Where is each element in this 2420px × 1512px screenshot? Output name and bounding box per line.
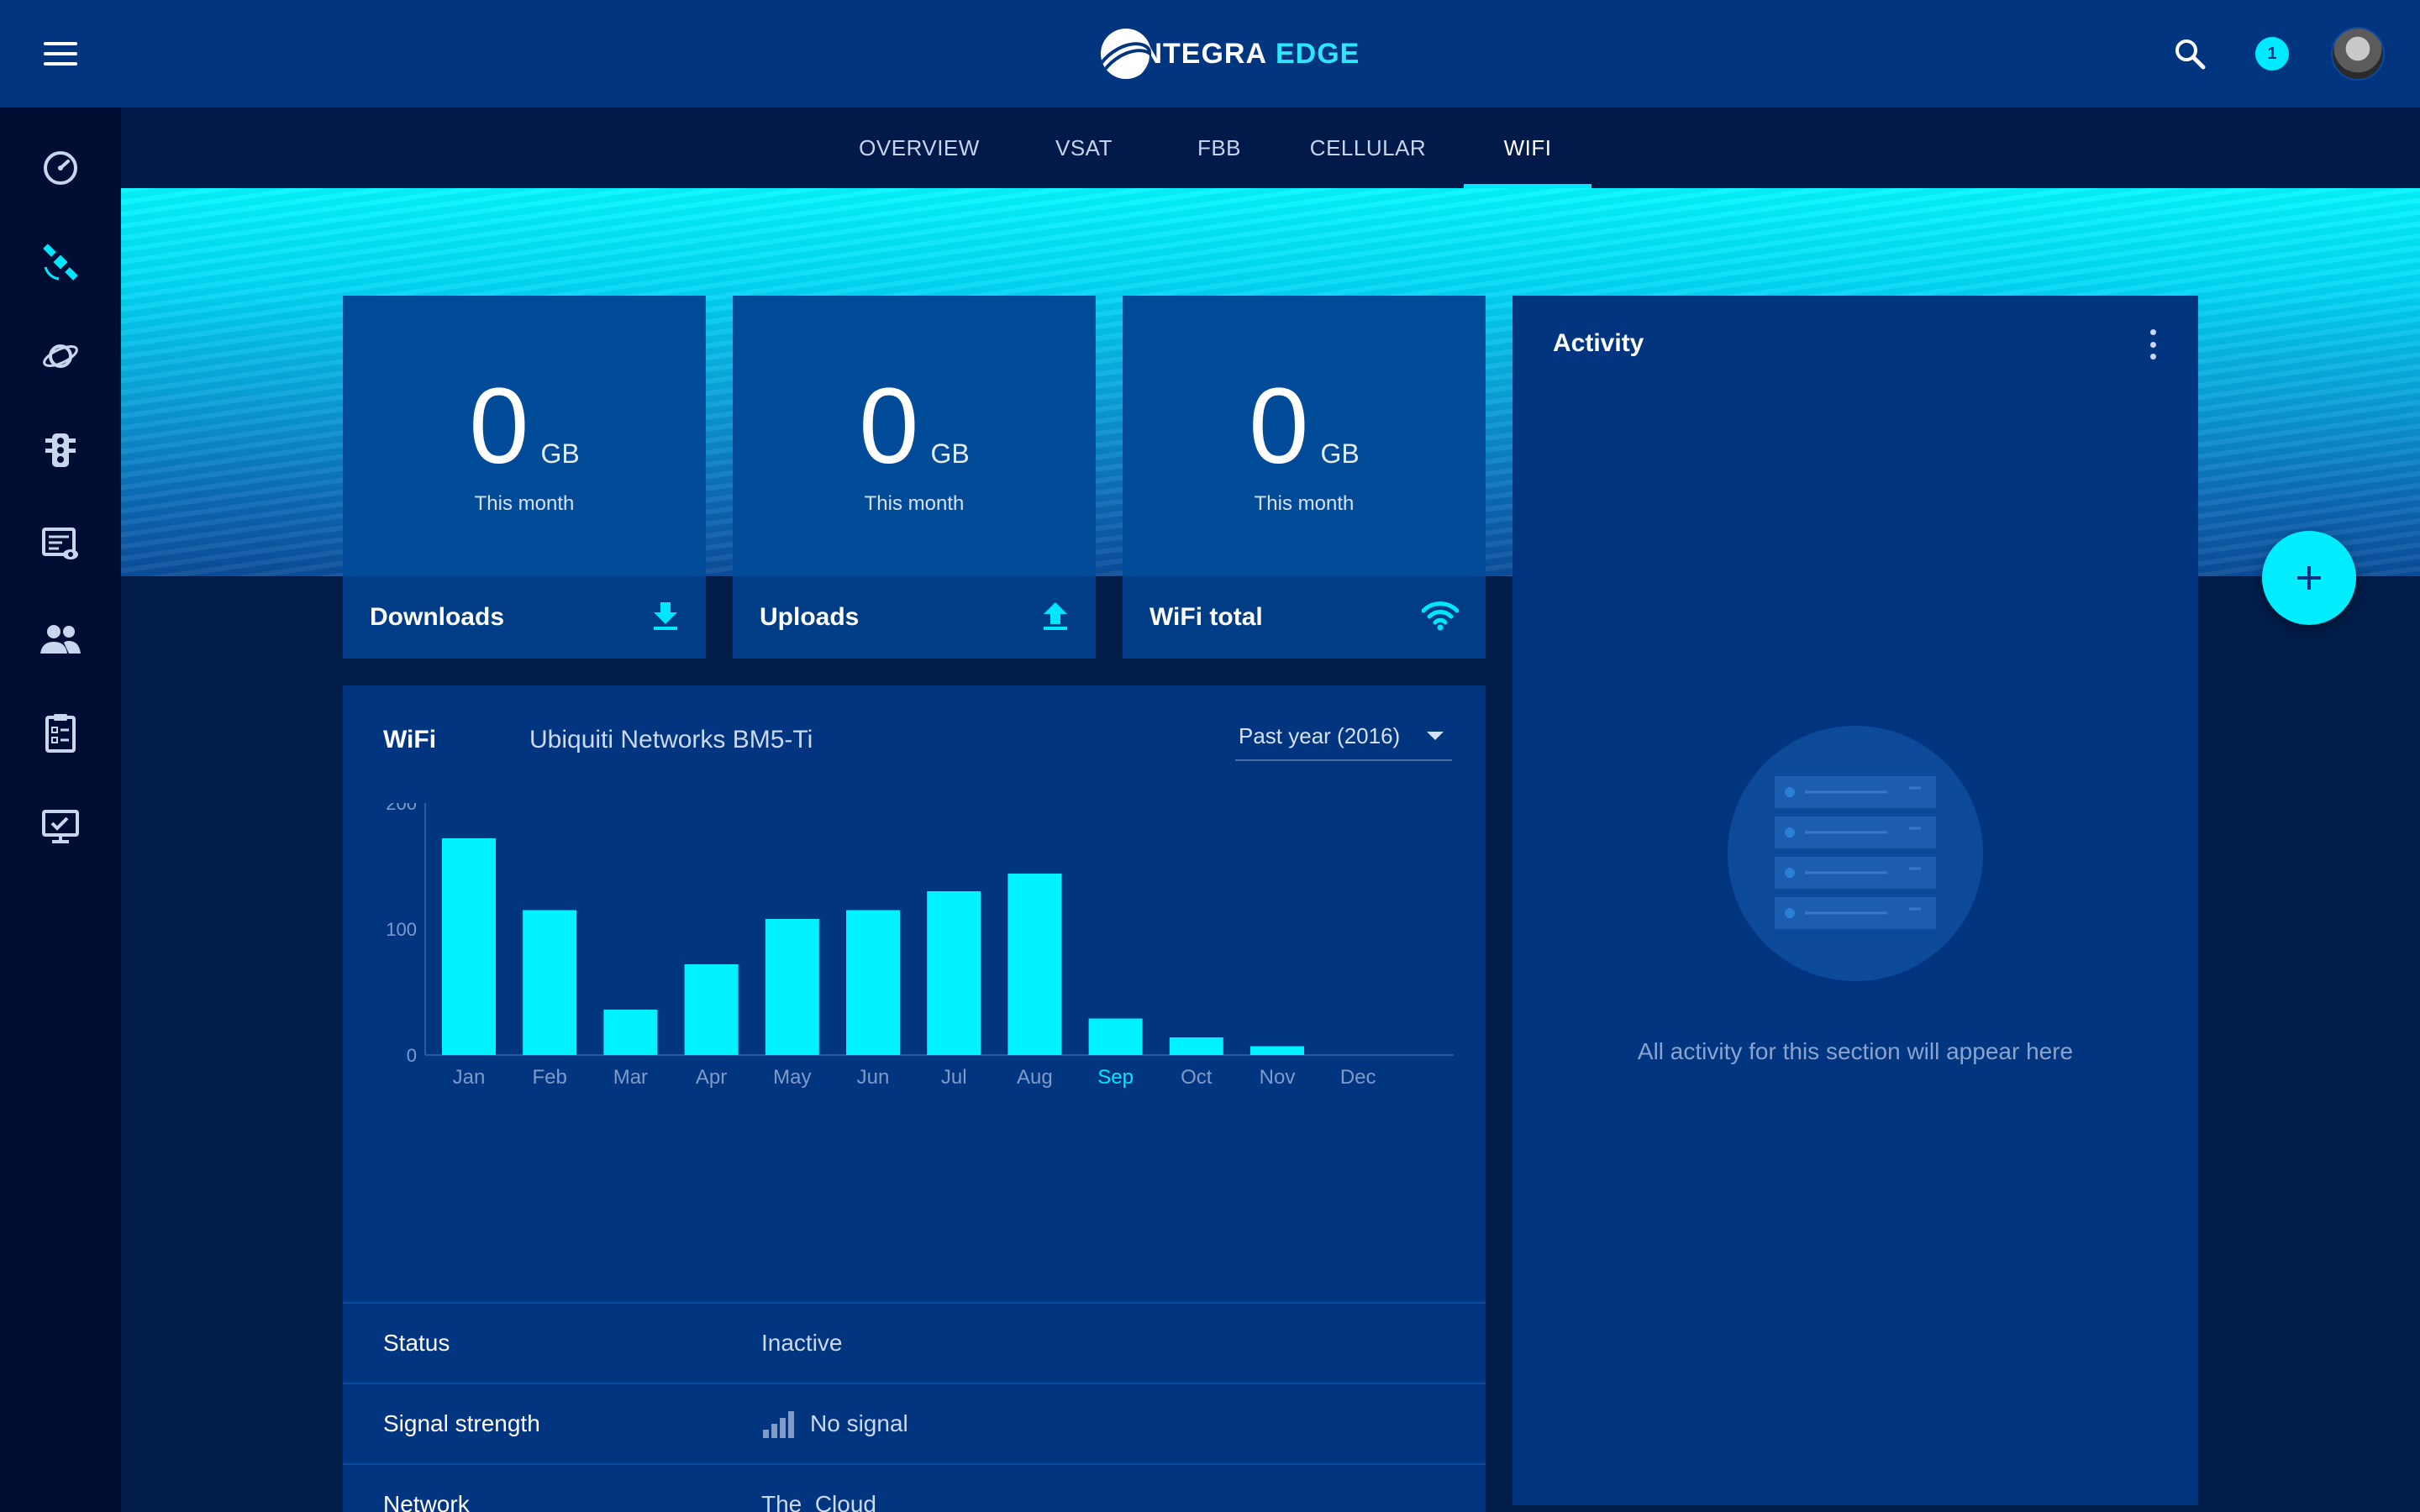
chart-bar: [1169, 1037, 1223, 1055]
network-key: Network: [383, 1491, 470, 1512]
chart-bar: [684, 964, 739, 1055]
download-icon: [652, 601, 679, 635]
chart-bar: [1007, 874, 1062, 1055]
wifi-panel-title: WiFi: [383, 726, 437, 753]
usage-bar-chart: 0 100 200 Jan Feb Mar Apr May Jun Jul Aug Sep Oct Nov…: [386, 803, 1454, 1089]
status-value: Inactive: [761, 1330, 843, 1356]
clipboard-icon[interactable]: [37, 709, 84, 756]
chart-bar: [1088, 1018, 1143, 1055]
y-tick-label: 100: [386, 919, 417, 940]
wifi-icon: [1421, 601, 1460, 635]
sidebar: [0, 108, 121, 1512]
stat-value: 0: [469, 366, 529, 486]
x-tick-label: Nov: [1260, 1066, 1296, 1089]
planet-icon[interactable]: [37, 333, 84, 380]
stat-period: This month: [1254, 492, 1355, 515]
tab-wifi[interactable]: WIFI: [1464, 108, 1591, 188]
signal-value-wrap: No signal: [761, 1410, 908, 1438]
logo-text-right: EDGE: [1276, 37, 1360, 70]
signal-bars-icon: [761, 1410, 795, 1438]
avatar[interactable]: [2331, 27, 2385, 81]
chart-bar: [442, 838, 496, 1055]
stat-unit: GB: [1320, 438, 1360, 469]
stat-label: Downloads: [370, 603, 505, 631]
x-tick-label: Mar: [613, 1066, 648, 1089]
speedometer-icon[interactable]: [37, 144, 84, 192]
x-tick-label: Dec: [1340, 1066, 1376, 1089]
y-tick-label: 0: [407, 1045, 417, 1066]
y-tick-label: 200: [386, 803, 417, 814]
stat-label: WiFi total: [1150, 603, 1263, 631]
satellite-icon[interactable]: [37, 239, 84, 286]
stat-card-uploads: 0 GB This month Uploads: [733, 296, 1096, 659]
chart-bar: [1250, 1046, 1304, 1055]
stat-period: This month: [474, 492, 575, 515]
status-table: Status Inactive Signal strength No signa…: [343, 1302, 1486, 1512]
tab-overview[interactable]: OVERVIEW: [859, 134, 980, 160]
x-tick-label: Aug: [1017, 1066, 1053, 1089]
x-tick-label: May: [773, 1066, 811, 1089]
plus-icon: [2297, 566, 2321, 590]
signal-key: Signal strength: [383, 1410, 540, 1436]
x-tick-label: Apr: [696, 1066, 727, 1089]
more-vert-icon[interactable]: [2144, 329, 2161, 360]
search-icon[interactable]: [2173, 37, 2207, 71]
users-icon[interactable]: [37, 615, 84, 662]
monitoring-list-icon[interactable]: [37, 521, 84, 568]
stat-value: 0: [1249, 366, 1309, 486]
network-row: Network The_Cloud: [343, 1463, 1486, 1512]
x-tick-label: Feb: [533, 1066, 567, 1089]
logo-text-left: INTEGRA: [1133, 37, 1267, 70]
stat-label: Uploads: [760, 603, 860, 631]
logo-globe-icon: [1101, 29, 1151, 79]
stat-period: This month: [864, 492, 965, 515]
signal-value: No signal: [810, 1410, 908, 1436]
status-row: Status Inactive: [343, 1302, 1486, 1383]
tab-bar: OVERVIEW VSAT FBB CELLULAR WIFI: [121, 108, 2420, 188]
period-select-value: Past year (2016): [1239, 722, 1401, 748]
menu-icon[interactable]: [42, 37, 79, 71]
device-name: Ubiquiti Networks BM5-Ti: [529, 726, 813, 753]
status-key: Status: [383, 1330, 450, 1356]
chart-bar: [846, 910, 900, 1055]
x-tick-label: Jul: [941, 1066, 967, 1089]
monitor-check-icon[interactable]: [37, 803, 84, 850]
stat-value: 0: [859, 366, 919, 486]
chart-bar: [523, 910, 577, 1055]
activity-panel: Activity All activity for this section w…: [1512, 296, 2198, 1505]
logo[interactable]: INTEGRA EDGE: [1101, 25, 1360, 82]
signal-row: Signal strength No signal: [343, 1383, 1486, 1463]
notification-badge[interactable]: 1: [2255, 37, 2289, 71]
x-tick-label: Jan: [453, 1066, 486, 1089]
chart-bar: [603, 1010, 658, 1055]
chevron-down-icon: [1427, 732, 1444, 740]
stat-card-downloads: 0 GB This month Downloads: [343, 296, 706, 659]
stat-unit: GB: [540, 438, 580, 469]
x-tick-label: Sep: [1097, 1066, 1134, 1089]
stat-card-wifi-total: 0 GB This month WiFi total: [1123, 296, 1486, 659]
upload-icon: [1042, 601, 1069, 635]
add-button[interactable]: [2262, 531, 2356, 625]
traffic-light-icon[interactable]: [37, 427, 84, 474]
tab-fbb[interactable]: FBB: [1197, 134, 1242, 160]
top-bar: INTEGRA EDGE 1: [0, 0, 2420, 108]
empty-state-text: All activity for this section will appea…: [1637, 1038, 2074, 1064]
stat-unit: GB: [930, 438, 970, 469]
chart-bar: [927, 891, 981, 1055]
logo-text: INTEGRA EDGE: [1133, 38, 1360, 71]
empty-list-illustration-icon: [1728, 726, 1983, 981]
chart-bar: [765, 919, 819, 1055]
network-value: The_Cloud: [761, 1491, 876, 1512]
x-tick-label: Jun: [857, 1066, 890, 1089]
tab-cellular[interactable]: CELLULAR: [1309, 134, 1427, 160]
activity-title: Activity: [1553, 329, 1644, 357]
wifi-panel: WiFi Ubiquiti Networks BM5-Ti Past year …: [343, 685, 1486, 1512]
tab-vsat[interactable]: VSAT: [1055, 134, 1113, 160]
x-tick-label: Oct: [1181, 1066, 1213, 1089]
period-select[interactable]: Past year (2016): [1235, 712, 1452, 761]
